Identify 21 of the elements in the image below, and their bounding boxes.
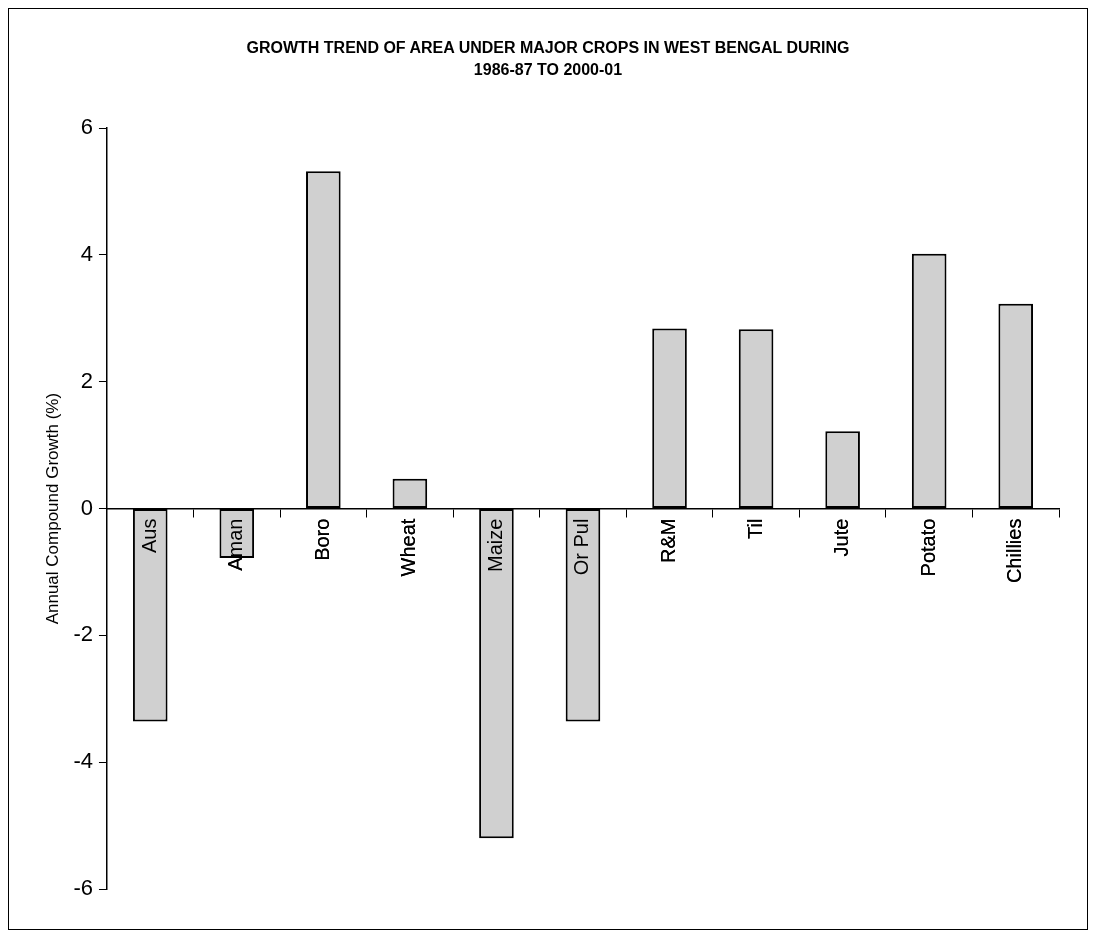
x-tick-label: Aus: [137, 518, 160, 554]
x-tick-label: Jute: [830, 518, 853, 557]
x-tick-label: Chillies: [1003, 518, 1026, 584]
x-tick-label: Aman: [224, 518, 247, 571]
x-tick-label: Wheat: [397, 518, 420, 577]
y-tick-label: 0: [80, 494, 93, 520]
x-tick-label: Boro: [310, 518, 333, 561]
y-axis-title: Annual Compound Growth (%): [42, 392, 62, 625]
y-tick-label: 4: [80, 241, 93, 267]
text: 1986-87 TO 2000-01: [473, 61, 623, 78]
y-tick-label: -6: [73, 875, 93, 901]
x-tick-label: Potato: [916, 518, 939, 577]
x-tick-label: Til: [743, 518, 766, 539]
y-tick-label: 6: [80, 114, 93, 140]
text: GROWTH TREND OF AREA UNDER MAJOR CROPS IN WEST BENGAL DURING: [246, 39, 850, 56]
y-tick-label: 2: [80, 367, 93, 393]
x-tick-label: Maize: [483, 518, 506, 572]
y-tick-label: -2: [73, 621, 93, 647]
y-tick-label: -4: [73, 748, 93, 774]
x-tick-label: R&M: [657, 518, 680, 564]
x-tick-label: Or Pul: [570, 518, 593, 576]
